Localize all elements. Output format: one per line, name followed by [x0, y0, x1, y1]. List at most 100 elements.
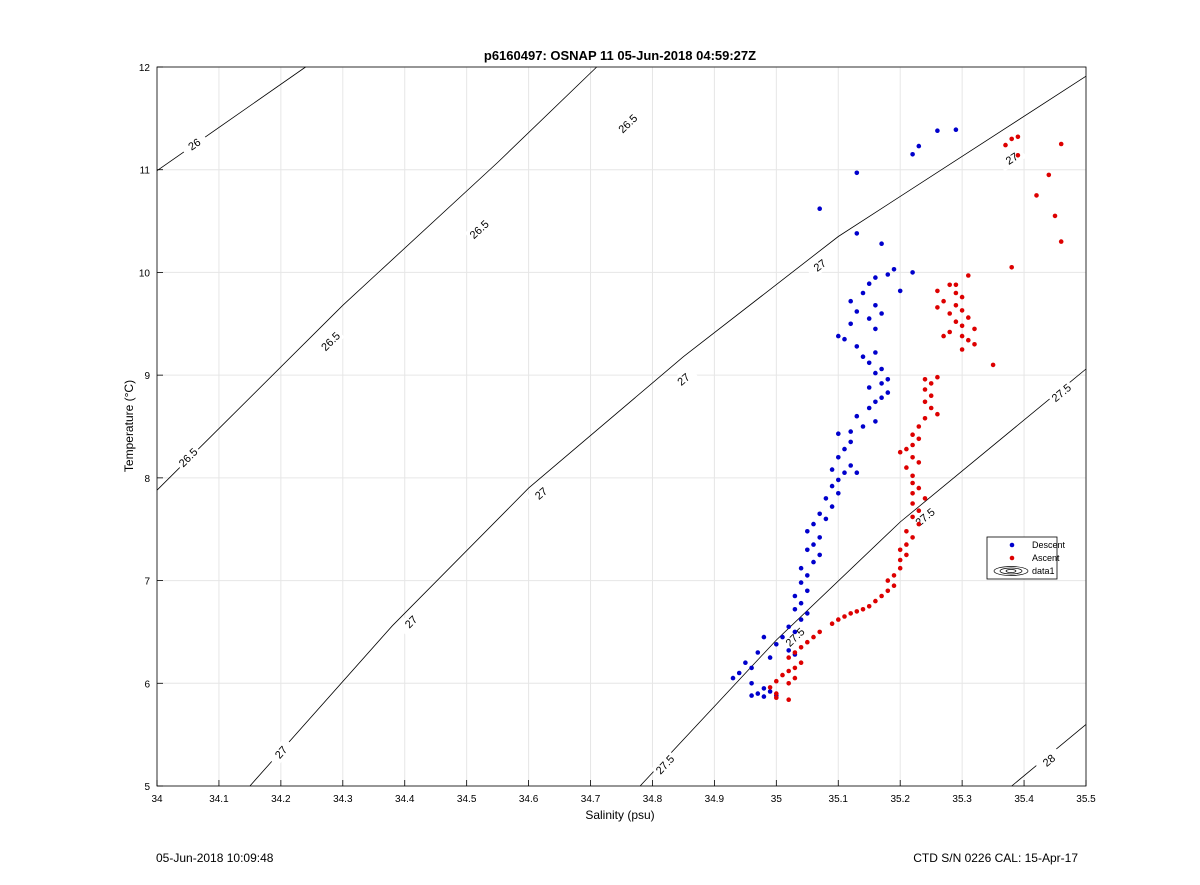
data-point-ascent — [1003, 142, 1008, 148]
contour-label-bg — [1034, 746, 1064, 774]
contour-line-26 — [156, 66, 306, 172]
data-point-descent — [817, 206, 822, 211]
data-point-ascent — [910, 455, 915, 460]
data-point-descent — [761, 634, 767, 640]
data-point-descent — [829, 467, 835, 472]
data-point-descent — [836, 431, 841, 437]
data-point-ascent — [897, 547, 903, 553]
data-point-ascent — [916, 424, 922, 429]
data-point-descent — [910, 152, 915, 157]
data-point-descent — [749, 693, 754, 698]
footer-ctd-info: CTD S/N 0226 CAL: 15-Apr-17 — [913, 851, 1078, 865]
data-point-ascent — [1009, 136, 1014, 142]
data-point-descent — [873, 370, 878, 376]
legend-marker-ascent — [1009, 555, 1015, 561]
data-point-ascent — [848, 611, 853, 616]
data-point-ascent — [953, 319, 959, 325]
x-tick-label: 34.7 — [581, 794, 601, 805]
data-point-ascent — [935, 305, 940, 310]
data-point-descent — [749, 681, 754, 686]
contour-label-bg — [316, 327, 345, 356]
data-point-ascent — [1009, 265, 1014, 270]
data-point-ascent — [910, 473, 915, 479]
data-point-ascent — [916, 460, 922, 465]
data-point-ascent — [842, 614, 847, 619]
data-point-descent — [842, 446, 847, 452]
data-point-descent — [743, 660, 748, 665]
data-point-ascent — [786, 668, 791, 674]
data-point-descent — [786, 648, 791, 653]
data-point-descent — [805, 547, 810, 553]
data-point-ascent — [891, 583, 897, 588]
data-point-descent — [761, 686, 767, 691]
x-tick-label: 34.6 — [519, 794, 539, 805]
x-tick-label: 35.1 — [829, 794, 849, 805]
data-point-ascent — [916, 508, 922, 513]
x-tick-label: 34.4 — [395, 794, 415, 805]
data-point-ascent — [972, 342, 977, 347]
data-point-descent — [897, 288, 903, 294]
data-point-ascent — [966, 273, 971, 278]
data-point-ascent — [767, 685, 773, 690]
legend: Descent Ascent data1 — [986, 536, 1066, 580]
series-descent — [730, 127, 959, 699]
density-contours: 2626.526.526.526.527272727272727.527.527… — [156, 66, 1087, 787]
data-point-descent — [792, 629, 798, 635]
legend-marker-contour-icon — [993, 566, 1029, 576]
data-point-ascent — [947, 282, 952, 288]
data-point-ascent — [959, 294, 965, 300]
data-point-descent — [873, 399, 878, 405]
y-tick-label: 7 — [144, 577, 150, 588]
data-point-ascent — [774, 691, 779, 696]
data-point-descent — [891, 267, 897, 272]
data-point-ascent — [935, 411, 940, 417]
y-tick-label: 11 — [140, 166, 151, 177]
x-tick-label: 35.5 — [1076, 794, 1096, 805]
y-tick-label: 10 — [139, 268, 151, 279]
data-point-ascent — [904, 446, 909, 452]
data-point-ascent — [1034, 193, 1039, 198]
x-tick-label: 34.9 — [705, 794, 725, 805]
x-tick-label: 35.2 — [890, 794, 910, 805]
data-point-descent — [953, 127, 959, 132]
contour-label-bg — [464, 215, 494, 244]
data-point-descent — [805, 611, 810, 616]
chart-title: p6160497: OSNAP 11 05-Jun-2018 04:59:27Z — [484, 48, 756, 63]
data-point-descent — [805, 573, 810, 578]
data-point-descent — [798, 600, 804, 606]
data-point-descent — [730, 675, 736, 681]
data-point-ascent — [947, 329, 952, 335]
data-point-ascent — [1046, 172, 1052, 178]
x-tick-label: 34.2 — [271, 794, 291, 805]
data-point-ascent — [786, 681, 791, 686]
data-point-descent — [823, 496, 829, 501]
data-point-descent — [873, 275, 878, 280]
legend-label-data1: data1 — [1032, 566, 1055, 576]
contour-label-bg — [650, 750, 679, 779]
data-point-descent — [873, 326, 878, 332]
data-point-descent — [842, 470, 847, 476]
data-point-ascent — [959, 333, 965, 339]
data-point-ascent — [922, 416, 928, 421]
data-point-descent — [805, 529, 810, 534]
data-point-ascent — [805, 639, 810, 645]
data-point-ascent — [817, 629, 822, 635]
data-point-descent — [873, 419, 878, 424]
data-point-descent — [792, 593, 798, 599]
data-point-ascent — [885, 578, 891, 583]
contour-label-bg — [780, 623, 810, 652]
data-point-descent — [805, 588, 810, 594]
data-point-descent — [755, 650, 761, 655]
data-point-descent — [854, 470, 860, 476]
y-tick-label: 12 — [139, 63, 151, 74]
data-point-descent — [885, 390, 891, 395]
data-point-ascent — [1058, 239, 1064, 244]
contour-line-26-5 — [156, 66, 597, 491]
data-point-ascent — [774, 678, 779, 684]
data-point-ascent — [1015, 153, 1021, 158]
data-point-ascent — [792, 675, 798, 681]
contour-label: 26 — [186, 136, 203, 153]
data-point-ascent — [1058, 141, 1064, 147]
data-point-descent — [767, 655, 773, 660]
data-point-ascent — [910, 442, 915, 448]
